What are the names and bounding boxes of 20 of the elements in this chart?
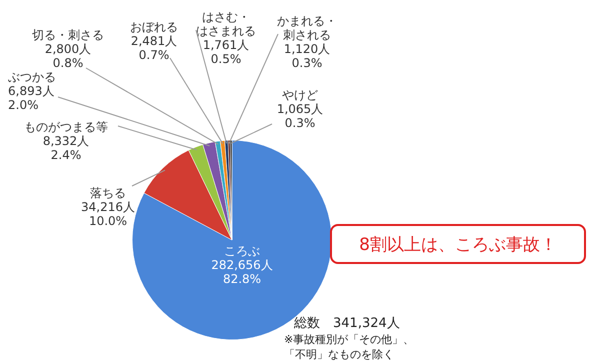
slice-label: 切る・刺さる — [32, 28, 104, 42]
data-label: 282,656人 82.8% — [211, 258, 273, 286]
slice-label: ぶつかる — [8, 70, 56, 84]
slice-label: やけど — [282, 88, 318, 102]
data-label: 1,761人 0.5% — [202, 38, 250, 66]
slice-label: ころぶ — [224, 244, 260, 258]
data-label: 2,481人 0.7% — [130, 34, 178, 62]
slice-label: 落ちる — [90, 186, 126, 200]
data-label: 6,893人 2.0% — [8, 84, 54, 112]
data-label: 8,332人 2.4% — [42, 134, 90, 162]
data-label: 34,216人 10.0% — [81, 200, 135, 228]
data-label: 1,120人 0.3% — [284, 42, 330, 70]
slice-label: かまれる・刺される — [277, 14, 337, 42]
slice-label: ものがつまる等 — [24, 120, 108, 134]
slice-label: おぼれる — [130, 20, 178, 34]
text: 総数 341,324人 — [294, 315, 400, 332]
data-label: 1,065人 0.3% — [276, 102, 324, 130]
text: 8割以上は、ころぶ事故！ — [330, 224, 586, 264]
data-label: 2,800人 0.8% — [44, 42, 92, 70]
text: ※事故種別が「その他」、「不明」なものを除く — [284, 332, 416, 362]
